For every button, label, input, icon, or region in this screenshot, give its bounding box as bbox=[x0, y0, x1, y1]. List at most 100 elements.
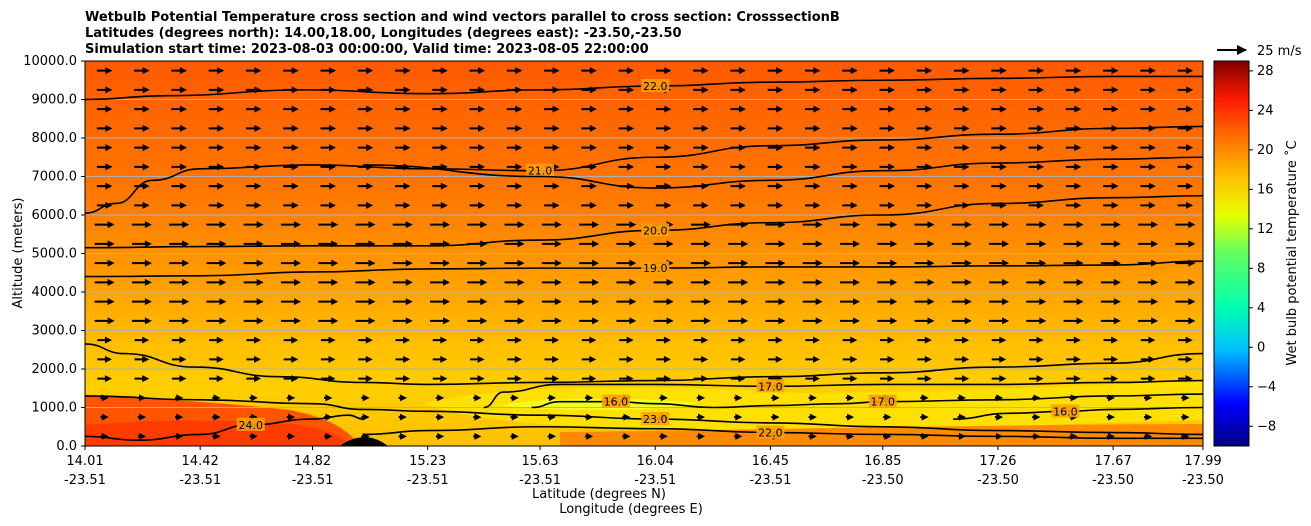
wind-vector bbox=[94, 317, 115, 325]
wind-vector bbox=[734, 413, 743, 421]
contour-label-bg bbox=[641, 223, 670, 237]
wind-vector bbox=[951, 317, 972, 325]
wind-vector bbox=[989, 221, 1010, 229]
wind-vector bbox=[245, 67, 262, 75]
wind-vector bbox=[1140, 355, 1156, 363]
wind-vector bbox=[1140, 201, 1156, 209]
wind-vector bbox=[767, 124, 784, 132]
wind-vector bbox=[96, 182, 113, 190]
wind-vector bbox=[765, 317, 786, 325]
chart-title-line-2: Latitudes (degrees north): 14.00,18.00, … bbox=[85, 26, 682, 41]
wind-vector bbox=[581, 105, 597, 113]
wind-vector bbox=[171, 182, 187, 190]
contour-line bbox=[85, 125, 1203, 214]
wind-vector bbox=[504, 298, 525, 306]
wind-vector bbox=[357, 182, 374, 190]
wind-vector bbox=[1026, 240, 1047, 248]
colorbar-tick-label: −4 bbox=[1257, 380, 1276, 395]
wind-vector bbox=[579, 221, 600, 229]
wind-vector bbox=[991, 163, 1007, 171]
wind-vector bbox=[318, 317, 339, 325]
wind-vector bbox=[842, 375, 858, 383]
wind-vector bbox=[1177, 105, 1194, 113]
x-tick-label-longitude: -23.51 bbox=[179, 473, 221, 488]
wind-vector bbox=[989, 240, 1010, 248]
wind-vector bbox=[469, 163, 486, 171]
x-tick-label-latitude: 15.63 bbox=[521, 454, 558, 469]
wind-vector bbox=[1175, 278, 1196, 286]
wind-vector bbox=[280, 317, 301, 325]
wind-vector bbox=[357, 201, 374, 209]
wind-vector bbox=[469, 124, 486, 132]
wind-vector bbox=[206, 259, 227, 267]
wind-vector bbox=[656, 355, 671, 363]
wind-vector bbox=[917, 355, 932, 363]
colorbar-tick-label: 28 bbox=[1257, 64, 1274, 79]
wind-vector bbox=[96, 67, 113, 75]
wind-vector bbox=[541, 221, 562, 229]
wind-vector bbox=[581, 355, 597, 363]
wind-vector bbox=[914, 221, 935, 229]
wind-vector bbox=[1103, 163, 1119, 171]
wind-vector bbox=[1066, 355, 1081, 363]
wind-vector bbox=[730, 336, 746, 344]
wind-vector bbox=[1029, 375, 1044, 383]
wind-vector bbox=[579, 259, 600, 267]
wind-vector bbox=[243, 221, 264, 229]
contour-label-bg bbox=[526, 163, 555, 177]
wind-vector bbox=[877, 298, 898, 306]
wind-vector bbox=[246, 355, 261, 363]
colorbar-label: Wet bulb potential temperature ˚C bbox=[1284, 140, 1300, 365]
wind-vector bbox=[283, 67, 299, 75]
x-tick-label-longitude: -23.51 bbox=[407, 473, 449, 488]
wind-vector bbox=[655, 105, 672, 113]
wind-vector bbox=[1143, 413, 1153, 421]
wind-vector bbox=[470, 375, 485, 383]
colorbar-tick-label: 16 bbox=[1257, 182, 1274, 197]
wind-vector bbox=[541, 298, 562, 306]
wind-vector bbox=[994, 413, 1004, 421]
wind-vector bbox=[1028, 144, 1045, 152]
wind-vector bbox=[1103, 201, 1119, 209]
wind-vector bbox=[324, 432, 333, 440]
wind-vector bbox=[581, 182, 597, 190]
wind-vector bbox=[1138, 240, 1159, 248]
wind-vector bbox=[618, 105, 635, 113]
wind-vector bbox=[730, 86, 746, 94]
x-tick-label-longitude: -23.51 bbox=[519, 473, 561, 488]
wind-vector bbox=[1140, 105, 1156, 113]
wind-vector bbox=[320, 124, 336, 132]
wind-vector bbox=[94, 259, 115, 267]
x-tick-label-latitude: 17.26 bbox=[979, 454, 1016, 469]
wind-vector bbox=[245, 201, 262, 209]
wind-vector bbox=[357, 144, 374, 152]
wind-vector bbox=[467, 259, 488, 267]
wind-vector bbox=[430, 298, 451, 306]
x-tick-label-latitude: 16.04 bbox=[637, 454, 674, 469]
wind-vector bbox=[432, 124, 448, 132]
y-tick-label: 0.0 bbox=[56, 439, 77, 454]
wind-vector bbox=[243, 317, 264, 325]
wind-vector bbox=[883, 413, 892, 421]
wind-vector bbox=[805, 336, 820, 344]
wind-vector bbox=[734, 432, 743, 440]
wind-vector bbox=[469, 67, 486, 75]
wind-vector bbox=[131, 259, 152, 267]
wind-vector bbox=[395, 86, 411, 94]
wind-vector bbox=[134, 144, 150, 152]
wind-vector bbox=[245, 105, 262, 113]
wind-vector bbox=[951, 259, 972, 267]
wind-vector bbox=[131, 317, 152, 325]
wind-vector bbox=[504, 278, 525, 286]
wind-vector bbox=[1103, 336, 1119, 344]
y-tick-label: 3000.0 bbox=[32, 324, 78, 339]
wind-vector bbox=[320, 144, 336, 152]
contour-label: 23.0 bbox=[643, 413, 668, 426]
wind-vector bbox=[802, 298, 823, 306]
wind-vector bbox=[802, 221, 823, 229]
wind-vector bbox=[914, 317, 935, 325]
wind-vector bbox=[1138, 317, 1159, 325]
wind-vector bbox=[395, 201, 411, 209]
wind-vector bbox=[656, 336, 671, 344]
wind-vector bbox=[169, 278, 190, 286]
